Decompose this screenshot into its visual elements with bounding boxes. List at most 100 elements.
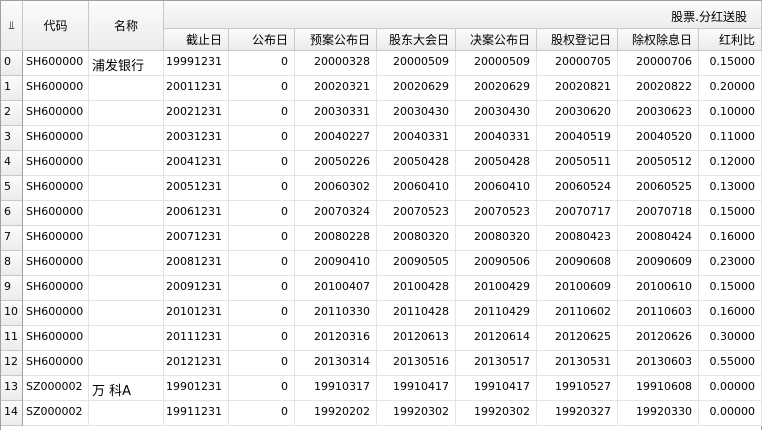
cell-ex-dividend-date[interactable]: 20130603: [618, 351, 699, 376]
cell-record-date[interactable]: 20060524: [537, 176, 618, 201]
cell-dividend-ratio[interactable]: 0.10000: [699, 101, 762, 126]
cell-dividend-ratio[interactable]: 0.16000: [699, 226, 762, 251]
cell-resolution-announce-date[interactable]: 20000509: [456, 51, 537, 76]
cell-name[interactable]: [89, 101, 164, 126]
cell-shareholder-meeting-date[interactable]: 20070523: [377, 201, 456, 226]
cell-record-date[interactable]: 20120625: [537, 326, 618, 351]
cell-name[interactable]: [89, 151, 164, 176]
cell-announce-date[interactable]: 0: [229, 351, 295, 376]
cell-shareholder-meeting-date[interactable]: 20090505: [377, 251, 456, 276]
cell-dividend-ratio[interactable]: 0.15000: [699, 51, 762, 76]
cell-code[interactable]: SH600000: [23, 301, 89, 326]
cell-announce-date[interactable]: 0: [229, 226, 295, 251]
row-header[interactable]: 6: [1, 201, 23, 226]
cell-ex-dividend-date[interactable]: 20030623: [618, 101, 699, 126]
cell-resolution-announce-date[interactable]: 20040331: [456, 126, 537, 151]
cell-code[interactable]: SH600000: [23, 101, 89, 126]
cell-shareholder-meeting-date[interactable]: 20030430: [377, 101, 456, 126]
cell-dividend-ratio[interactable]: 0.30000: [699, 326, 762, 351]
column-header-code[interactable]: 代码: [23, 1, 89, 51]
cell-name[interactable]: 万 科A: [89, 376, 164, 401]
cell-plan-announce-date[interactable]: 20120316: [295, 326, 377, 351]
column-header-ex-dividend-date[interactable]: 除权除息日: [618, 29, 699, 51]
cell-ex-dividend-date[interactable]: 20120626: [618, 326, 699, 351]
cell-ex-dividend-date[interactable]: 20000706: [618, 51, 699, 76]
row-header[interactable]: 10: [1, 301, 23, 326]
cell-record-date[interactable]: 20040519: [537, 126, 618, 151]
cell-name[interactable]: [89, 301, 164, 326]
cell-ex-dividend-date[interactable]: 20050512: [618, 151, 699, 176]
cell-plan-announce-date[interactable]: 20090410: [295, 251, 377, 276]
corner-header[interactable]: ⫫: [1, 1, 23, 51]
cell-shareholder-meeting-date[interactable]: 19910417: [377, 376, 456, 401]
cell-name[interactable]: [89, 226, 164, 251]
cell-plan-announce-date[interactable]: 20100407: [295, 276, 377, 301]
cell-code[interactable]: SH600000: [23, 351, 89, 376]
cell-plan-announce-date[interactable]: 20040227: [295, 126, 377, 151]
cell-announce-date[interactable]: 0: [229, 326, 295, 351]
cell-dividend-ratio[interactable]: 0.13000: [699, 176, 762, 201]
cell-dividend-ratio[interactable]: 0.00000: [699, 376, 762, 401]
cell-resolution-announce-date[interactable]: 20050428: [456, 151, 537, 176]
cell-name[interactable]: [89, 326, 164, 351]
cell-plan-announce-date[interactable]: 20030331: [295, 101, 377, 126]
cell-resolution-announce-date[interactable]: 20020629: [456, 76, 537, 101]
cell-cutoff-date[interactable]: 20061231: [164, 201, 229, 226]
row-header[interactable]: 5: [1, 176, 23, 201]
cell-record-date[interactable]: 20000705: [537, 51, 618, 76]
cell-announce-date[interactable]: 0: [229, 301, 295, 326]
cell-name[interactable]: [89, 201, 164, 226]
cell-resolution-announce-date[interactable]: 19910417: [456, 376, 537, 401]
column-header-shareholder-meeting-date[interactable]: 股东大会日: [377, 29, 456, 51]
cell-shareholder-meeting-date[interactable]: 20110428: [377, 301, 456, 326]
cell-cutoff-date[interactable]: 20011231: [164, 76, 229, 101]
cell-name[interactable]: [89, 176, 164, 201]
cell-cutoff-date[interactable]: 20071231: [164, 226, 229, 251]
cell-dividend-ratio[interactable]: 0.23000: [699, 251, 762, 276]
cell-resolution-announce-date[interactable]: 20080320: [456, 226, 537, 251]
cell-cutoff-date[interactable]: 20031231: [164, 126, 229, 151]
cell-ex-dividend-date[interactable]: 19910608: [618, 376, 699, 401]
cell-resolution-announce-date[interactable]: 20100429: [456, 276, 537, 301]
cell-cutoff-date[interactable]: 19901231: [164, 376, 229, 401]
cell-announce-date[interactable]: 0: [229, 276, 295, 301]
column-header-plan-announce-date[interactable]: 预案公布日: [295, 29, 377, 51]
row-header[interactable]: 9: [1, 276, 23, 301]
cell-plan-announce-date[interactable]: 19910317: [295, 376, 377, 401]
cell-plan-announce-date[interactable]: 20110330: [295, 301, 377, 326]
cell-name[interactable]: [89, 276, 164, 301]
cell-cutoff-date[interactable]: 19991231: [164, 51, 229, 76]
cell-ex-dividend-date[interactable]: 20110603: [618, 301, 699, 326]
row-header[interactable]: 12: [1, 351, 23, 376]
cell-plan-announce-date[interactable]: 20080228: [295, 226, 377, 251]
cell-ex-dividend-date[interactable]: 20040520: [618, 126, 699, 151]
cell-ex-dividend-date[interactable]: 20020822: [618, 76, 699, 101]
row-header[interactable]: 13: [1, 376, 23, 401]
cell-plan-announce-date[interactable]: 20020321: [295, 76, 377, 101]
cell-code[interactable]: SH600000: [23, 176, 89, 201]
cell-announce-date[interactable]: 0: [229, 126, 295, 151]
cell-shareholder-meeting-date[interactable]: 20050428: [377, 151, 456, 176]
cell-plan-announce-date[interactable]: 20070324: [295, 201, 377, 226]
row-header[interactable]: 4: [1, 151, 23, 176]
cell-cutoff-date[interactable]: 20101231: [164, 301, 229, 326]
cell-record-date[interactable]: 20080423: [537, 226, 618, 251]
cell-record-date[interactable]: 19910527: [537, 376, 618, 401]
cell-code[interactable]: SH600000: [23, 151, 89, 176]
cell-plan-announce-date[interactable]: 20130314: [295, 351, 377, 376]
row-header[interactable]: 1: [1, 76, 23, 101]
row-header[interactable]: 7: [1, 226, 23, 251]
column-header-cutoff-date[interactable]: 截止日: [164, 29, 229, 51]
cell-plan-announce-date[interactable]: 20060302: [295, 176, 377, 201]
cell-code[interactable]: SH600000: [23, 326, 89, 351]
cell-record-date[interactable]: 20110602: [537, 301, 618, 326]
cell-shareholder-meeting-date[interactable]: 20060410: [377, 176, 456, 201]
cell-announce-date[interactable]: 0: [229, 76, 295, 101]
column-header-resolution-announce-date[interactable]: 决案公布日: [456, 29, 537, 51]
cell-dividend-ratio[interactable]: 0.15000: [699, 276, 762, 301]
cell-code[interactable]: SH600000: [23, 276, 89, 301]
cell-cutoff-date[interactable]: 20081231: [164, 251, 229, 276]
cell-dividend-ratio[interactable]: 0.00000: [699, 401, 762, 426]
cell-shareholder-meeting-date[interactable]: 20040331: [377, 126, 456, 151]
cell-name[interactable]: [89, 401, 164, 426]
